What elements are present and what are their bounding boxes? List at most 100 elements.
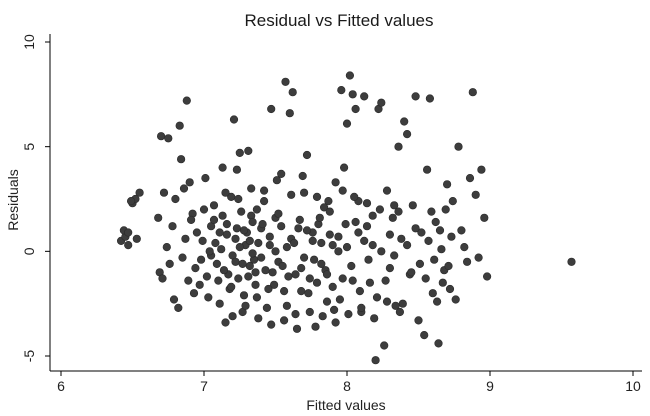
data-point <box>337 85 346 95</box>
data-point <box>428 289 437 298</box>
data-point <box>457 226 466 235</box>
data-point <box>443 180 452 189</box>
data-point <box>291 270 300 279</box>
data-point <box>434 339 443 348</box>
data-point <box>471 190 480 199</box>
data-point <box>424 236 433 245</box>
data-point <box>360 236 369 245</box>
data-point <box>199 205 209 214</box>
data-point <box>214 276 223 285</box>
data-point <box>262 303 272 313</box>
data-point <box>304 289 313 298</box>
data-point <box>317 259 326 269</box>
data-point <box>124 241 133 250</box>
data-point <box>427 207 436 216</box>
x-tick-label: 10 <box>625 378 641 394</box>
data-point <box>268 268 277 277</box>
y-tick-label: 0 <box>21 247 37 255</box>
data-point <box>411 224 420 233</box>
data-point <box>245 236 254 245</box>
data-point <box>344 310 353 319</box>
data-point <box>278 261 287 271</box>
data-point <box>218 211 227 220</box>
data-point <box>185 178 194 187</box>
data-point <box>294 224 303 233</box>
data-point <box>239 226 249 235</box>
data-point <box>454 142 463 151</box>
data-point <box>445 284 455 294</box>
data-point <box>267 320 276 329</box>
data-point <box>234 194 243 204</box>
data-point <box>168 222 177 231</box>
data-point <box>158 274 167 283</box>
data-point <box>335 295 345 304</box>
data-point <box>159 188 169 197</box>
data-point <box>215 228 224 237</box>
data-point <box>252 205 261 214</box>
data-point <box>308 236 317 245</box>
data-point <box>202 272 211 281</box>
data-point <box>251 280 260 289</box>
data-point <box>331 178 340 187</box>
data-point <box>403 130 412 139</box>
data-point <box>154 213 163 222</box>
data-point <box>218 163 227 172</box>
data-point <box>370 314 379 323</box>
data-point <box>124 228 133 237</box>
data-point <box>198 236 207 245</box>
data-point <box>265 241 274 250</box>
data-point <box>444 261 453 271</box>
data-point <box>381 276 390 285</box>
data-point <box>238 259 247 269</box>
y-axis-label: Residuals <box>5 169 21 230</box>
data-point <box>292 324 302 333</box>
x-tick-label: 6 <box>57 378 65 394</box>
data-point <box>340 163 349 172</box>
data-point <box>483 272 492 281</box>
data-point <box>394 142 403 151</box>
data-point <box>480 213 489 222</box>
data-point <box>364 255 373 264</box>
data-point <box>247 184 256 193</box>
data-point <box>437 245 446 254</box>
data-point <box>368 211 377 220</box>
data-point <box>298 171 307 181</box>
y-tick-label: 5 <box>21 143 37 151</box>
x-axis-label: Fitted values <box>306 397 385 413</box>
data-point <box>174 303 183 313</box>
y-tick-label: 10 <box>21 34 37 50</box>
data-point <box>460 243 469 252</box>
data-point <box>425 94 435 103</box>
data-point <box>245 261 254 271</box>
data-point <box>331 318 340 327</box>
data-point <box>271 247 280 256</box>
data-point <box>403 241 412 250</box>
data-point <box>280 287 289 296</box>
data-point <box>435 226 445 235</box>
data-point <box>219 266 229 275</box>
data-point <box>232 165 241 174</box>
data-point <box>325 230 334 239</box>
data-point <box>362 199 372 208</box>
data-point <box>417 228 426 237</box>
data-point <box>277 222 286 231</box>
data-point <box>320 203 329 212</box>
data-point <box>165 259 174 269</box>
data-point <box>287 190 296 199</box>
data-point <box>248 217 257 227</box>
data-point <box>241 301 250 310</box>
data-point <box>317 238 326 248</box>
data-point <box>222 230 231 239</box>
data-point <box>477 165 486 174</box>
data-point <box>324 197 333 206</box>
data-point <box>300 188 309 197</box>
data-point <box>254 238 263 248</box>
data-point <box>348 90 357 99</box>
data-point <box>441 205 450 214</box>
data-point <box>280 316 289 325</box>
data-point <box>350 192 359 201</box>
data-point <box>175 121 184 130</box>
data-point <box>191 264 200 273</box>
data-point <box>281 77 290 86</box>
